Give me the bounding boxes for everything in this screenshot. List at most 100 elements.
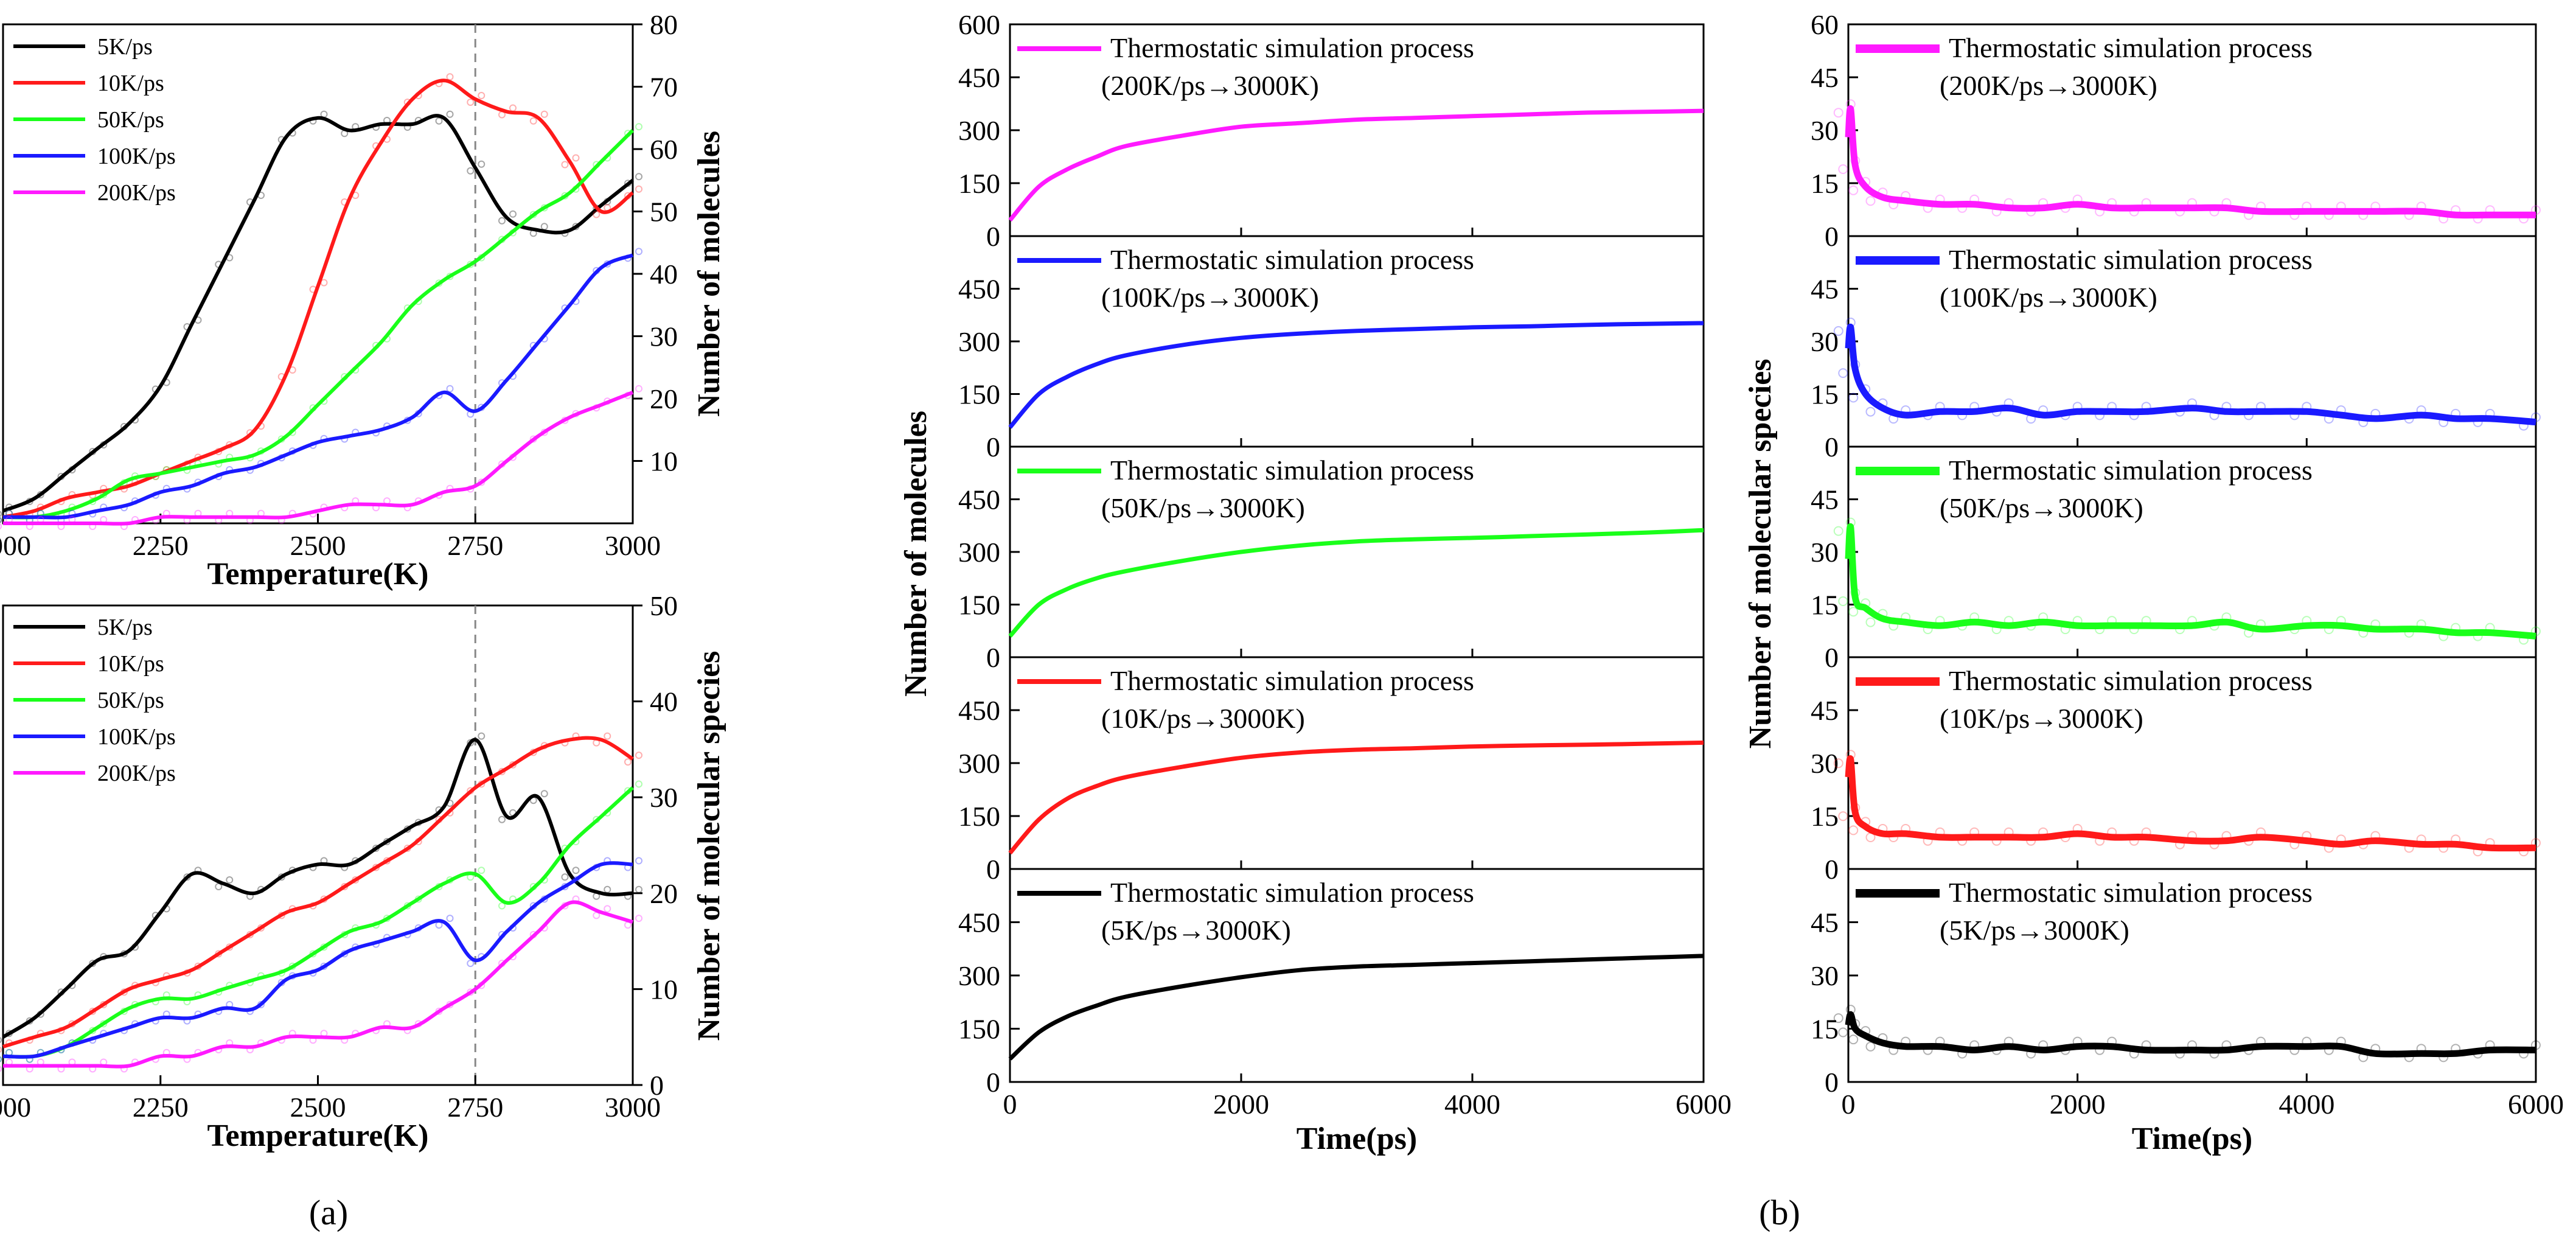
data-point [1838,164,1848,174]
y-tick-label: 150 [958,590,1000,621]
x-tick-label: 6000 [2508,1089,2564,1120]
data-point [1848,392,1859,403]
data-point [0,511,2,517]
data-point [604,732,611,740]
y-tick-label: 600 [958,9,1000,40]
y-axis-title: Number of molecules [899,411,933,697]
y-tick-label: 50 [650,197,678,228]
y-tick-label: 30 [1811,537,1839,568]
data-point [446,110,454,118]
data-point [635,885,642,893]
y-tick-label: 450 [958,62,1000,93]
series-line-10K/ps [1845,755,2536,852]
subpanel-3: 0 15 30 45 Thermostatic simulation process (1… [1811,656,2541,885]
x-tick-label: 2750 [447,530,503,561]
y-tick-label: 15 [1811,168,1839,199]
data-point [498,902,506,910]
legend-label: 200K/ps [97,180,176,206]
y-tick-label: 80 [650,9,678,40]
y-tick-label: 20 [650,383,678,414]
y-tick-label: 20 [650,878,678,909]
y-tick-label: 30 [650,321,678,352]
legend-label: (10K/ps→3000K) [1101,703,1305,734]
data-point [1833,758,1843,769]
legend-label: Thermostatic simulation process [1110,32,1474,63]
y-tick-label: 15 [1811,801,1839,832]
data-point [1833,108,1843,118]
data-point [215,883,223,891]
series-line-10K/ps [2,736,634,1048]
y-tick-label: 60 [1811,9,1839,40]
y-axis-title: Number of molecular species [1743,359,1778,749]
data-point [635,248,642,256]
series-line-200K/ps [2,900,633,1069]
data-point [226,876,234,884]
x-tick-label: 2750 [447,1092,503,1123]
data-point [467,167,475,175]
legend-label: 100K/ps [97,144,176,169]
data-point [0,1066,2,1072]
x-tick-label: 2000 [0,1092,31,1123]
data-point [1848,1034,1859,1045]
data-point [1865,617,1876,627]
data-point [0,517,2,523]
y-tick-label: 40 [650,259,678,290]
y-tick-label: 45 [1811,484,1839,515]
x-tick-label: 0 [1842,1089,1856,1120]
data-point [509,210,517,218]
y-tick-label: 300 [958,748,1000,779]
data-point [1865,406,1876,417]
legend-label: 200K/ps [97,761,176,786]
y-tick-label: 0 [986,854,1000,885]
data-point [635,915,642,923]
legend-label: Thermostatic simulation process [1949,877,2313,908]
data-point [1848,607,1859,617]
data-point [635,173,642,181]
x-axis-title: Time(ps) [2132,1122,2252,1156]
y-tick-label: 15 [1811,590,1839,621]
y-tick-label: 60 [650,134,678,165]
legend-label: 100K/ps [97,724,176,750]
legend-label: Thermostatic simulation process [1110,665,1474,696]
subpanel-2: 0 150 300 450 Thermostatic simulation proces… [958,445,1705,673]
data-point [604,905,611,913]
data-point [1838,811,1848,822]
y-tick-label: 0 [1825,1067,1839,1098]
y-tick-label: 30 [1811,748,1839,779]
legend-label: (200K/ps→3000K) [1101,70,1319,101]
series-line-10K/ps [1008,740,1704,855]
y-tick-label: 450 [958,274,1000,305]
series-line-50K/ps [2,786,635,1059]
legend-label: 50K/ps [97,107,164,133]
y-tick-label: 10 [650,974,678,1005]
legend-label: (5K/ps→3000K) [1101,915,1291,946]
x-tick-label: 3000 [605,530,661,561]
y-tick-label: 30 [1811,115,1839,146]
legend-label: 10K/ps [97,71,164,96]
x-axis-title: Temperature(K) [207,557,429,591]
legend-label: 5K/ps [97,34,153,60]
data-point [0,1056,2,1062]
data-point [467,960,475,968]
data-point [478,160,486,168]
y-tick-label: 0 [1825,431,1839,462]
data-point [635,123,642,131]
y-tick-label: 300 [958,115,1000,146]
data-point [435,117,443,125]
data-point [1865,196,1876,206]
legend-label: (50K/ps→3000K) [1101,492,1305,523]
data-point [0,1056,2,1062]
y-tick-label: 0 [986,642,1000,673]
x-tick-label: 4000 [1444,1089,1500,1120]
series-line-5K/ps [2,738,633,1039]
legend-label: Thermostatic simulation process [1949,32,2313,63]
series-line-50K/ps [2,129,635,520]
data-point [635,857,642,865]
y-tick-label: 70 [650,72,678,103]
x-axis-title: Time(ps) [1297,1122,1417,1156]
y-tick-label: 0 [650,1070,664,1101]
data-point [478,92,486,99]
x-tick-label: 2250 [133,1092,189,1123]
data-point [1848,185,1859,195]
